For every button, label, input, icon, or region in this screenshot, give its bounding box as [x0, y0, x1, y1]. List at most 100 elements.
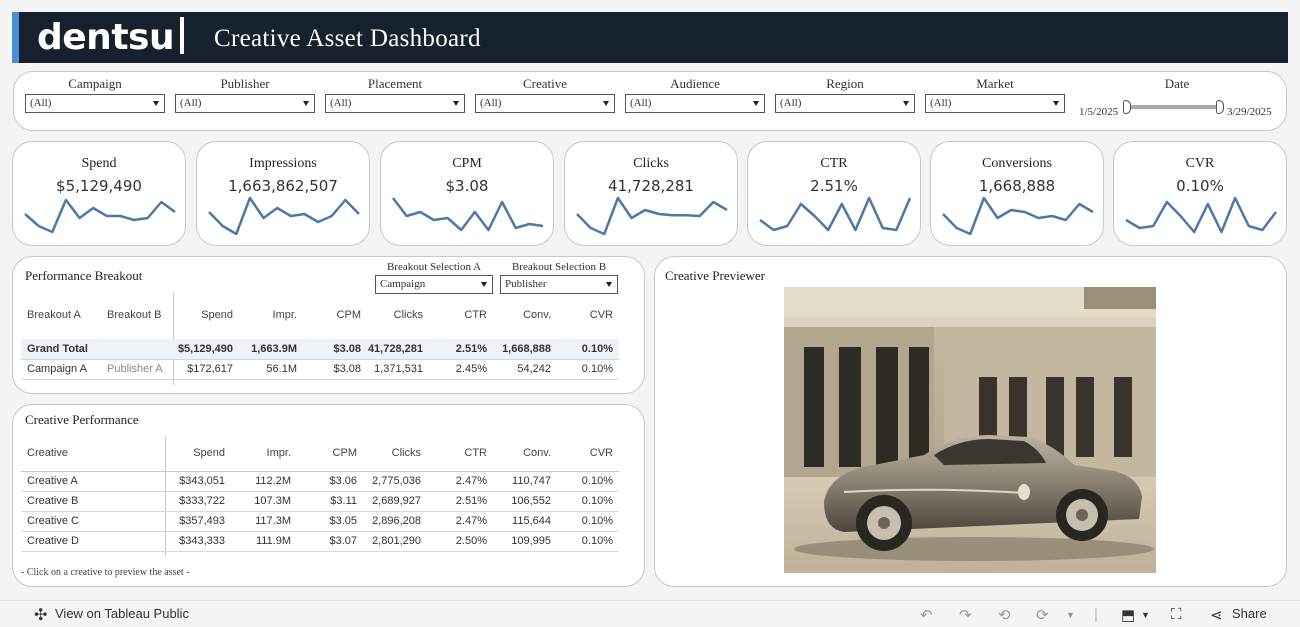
kpi-card-cpm: CPM $3.08	[380, 141, 554, 246]
table-cell: 107.3M	[254, 495, 291, 507]
column-header: Clicks	[393, 309, 423, 321]
creative-performance-panel: Creative Performance Creative Spend Impr…	[12, 404, 645, 587]
date-end: 3/29/2025	[1227, 106, 1272, 118]
column-header: Conv.	[523, 309, 551, 321]
column-header: CPM	[336, 309, 361, 321]
table-row[interactable]: Creative A $343,051 112.2M $3.06 2,775,0…	[21, 471, 619, 491]
dropdown-arrow-icon	[153, 101, 159, 106]
table-cell: 110,747	[512, 475, 551, 487]
dentsu-logo: dentsu	[37, 17, 175, 58]
table-row[interactable]: Creative C $357,493 117.3M $3.05 2,896,2…	[21, 511, 619, 531]
breakout-b-dropdown[interactable]: Publisher	[500, 275, 618, 294]
table-cell: 1,371,531	[374, 363, 423, 375]
kpi-value: $5,129,490	[56, 177, 142, 195]
table-cell: $3.06	[329, 475, 357, 487]
chevron-down-icon[interactable]: ▼	[1066, 610, 1075, 620]
table-row[interactable]: Creative B $333,722 107.3M $3.11 2,689,9…	[21, 491, 619, 511]
kpi-sparkline	[576, 196, 728, 236]
row-divider	[21, 531, 619, 532]
column-header: Spend	[193, 447, 225, 459]
header-accent-bar	[12, 12, 19, 63]
table-cell: 2,801,290	[372, 535, 421, 547]
table-cell: 2.45%	[455, 363, 487, 375]
table-row[interactable]: Creative D $343,333 111.9M $3.07 2,801,2…	[21, 531, 619, 551]
table-row[interactable]: Campaign A Publisher A $172,617 56.1M $3…	[21, 359, 619, 379]
slider-track[interactable]	[1127, 105, 1219, 109]
tableau-toolbar: ✣ View on Tableau Public ↶ ↷ ⟲ ⟳ ▼ | ⬒ ▼…	[0, 600, 1300, 627]
toolbar-separator: |	[1094, 606, 1098, 623]
fullscreen-icon[interactable]: ⛶	[1171, 606, 1182, 623]
table-cell: 112.2M	[255, 475, 291, 487]
campaign-dropdown[interactable]: (All)	[25, 94, 165, 113]
redo-icon[interactable]: ↷	[959, 607, 972, 624]
table-cell: $3.11	[330, 495, 357, 507]
kpi-sparkline	[942, 196, 1094, 236]
dropdown-arrow-icon	[453, 101, 459, 106]
kpi-label: Conversions	[982, 156, 1052, 171]
chevron-down-icon[interactable]: ▼	[1141, 610, 1150, 620]
table-header: Breakout A Breakout B Spend Impr. CPM Cl…	[21, 305, 619, 325]
dropdown-arrow-icon	[753, 101, 759, 106]
filter-placement: Placement (All)	[325, 76, 465, 113]
dropdown-arrow-icon	[481, 282, 487, 287]
filter-label: Market	[976, 76, 1014, 91]
panel-title: Creative Previewer	[665, 268, 765, 283]
publisher-dropdown[interactable]: (All)	[175, 94, 315, 113]
table-cell: 2.51%	[455, 343, 487, 355]
filter-publisher: Publisher (All)	[175, 76, 315, 113]
column-header: Breakout B	[107, 309, 162, 321]
share-button[interactable]: Share	[1232, 606, 1267, 621]
row-divider	[21, 359, 619, 360]
revert-icon[interactable]: ⟲	[998, 607, 1011, 624]
market-dropdown[interactable]: (All)	[925, 94, 1065, 113]
undo-icon[interactable]: ↶	[920, 607, 933, 624]
download-icon[interactable]: ⬒	[1121, 607, 1136, 624]
table-cell: $3.07	[329, 535, 357, 547]
kpi-sparkline	[208, 196, 360, 236]
filter-date: Date 1/5/2025 3/29/2025	[1077, 76, 1277, 122]
table-row-grand-total[interactable]: Grand Total $5,129,490 1,663.9M $3.08 41…	[21, 339, 619, 359]
table-cell: Publisher A	[107, 363, 163, 375]
creative-table: Creative Spend Impr. CPM Clicks CTR Conv…	[21, 443, 619, 555]
region-dropdown[interactable]: (All)	[775, 94, 915, 113]
column-header: Conv.	[523, 447, 551, 459]
filter-label: Date	[1164, 76, 1190, 91]
table-header: Creative Spend Impr. CPM Clicks CTR Conv…	[21, 443, 619, 463]
slider-end-handle[interactable]	[1216, 100, 1224, 114]
table-cell: 111.9M	[255, 535, 291, 547]
table-cell: 1,663.9M	[251, 343, 297, 355]
filter-region: Region (All)	[775, 76, 915, 113]
filter-label: Region	[826, 76, 864, 91]
table-cell: Creative C	[27, 515, 79, 527]
date-start: 1/5/2025	[1079, 106, 1119, 118]
table-cell: $343,333	[179, 535, 225, 547]
kpi-card-impressions: Impressions 1,663,862,507	[196, 141, 370, 246]
refresh-icon[interactable]: ⟳	[1036, 607, 1049, 624]
kpi-value: 41,728,281	[608, 177, 694, 195]
placement-dropdown[interactable]: (All)	[325, 94, 465, 113]
table-cell: 0.10%	[581, 363, 613, 375]
table-cell: 56.1M	[266, 363, 297, 375]
table-cell: 2.51%	[455, 495, 487, 507]
kpi-label: CPM	[452, 156, 482, 171]
sparkline-series	[24, 198, 176, 234]
kpi-label: CVR	[1185, 156, 1215, 171]
audience-dropdown[interactable]: (All)	[625, 94, 765, 113]
kpi-card-clicks: Clicks 41,728,281	[564, 141, 738, 246]
table-cell: 109,995	[511, 535, 551, 547]
sparkline-series	[208, 196, 360, 236]
kpi-sparkline	[759, 196, 912, 232]
table-cell: 106,552	[511, 495, 551, 507]
filter-label: Publisher	[220, 76, 270, 91]
view-on-tableau-link[interactable]: View on Tableau Public	[55, 606, 189, 621]
share-icon[interactable]: ⋖	[1210, 607, 1223, 624]
slider-start-handle[interactable]	[1123, 100, 1131, 114]
row-divider	[21, 511, 619, 512]
date-range-slider: 1/5/2025 3/29/2025	[1077, 98, 1277, 122]
table-cell: 2,775,036	[372, 475, 421, 487]
breakout-a-dropdown[interactable]: Campaign	[375, 275, 493, 294]
kpi-value: 1,663,862,507	[228, 177, 338, 195]
table-cell: 1,668,888	[502, 343, 551, 355]
creative-dropdown[interactable]: (All)	[475, 94, 615, 113]
filter-market: Market (All)	[925, 76, 1065, 113]
